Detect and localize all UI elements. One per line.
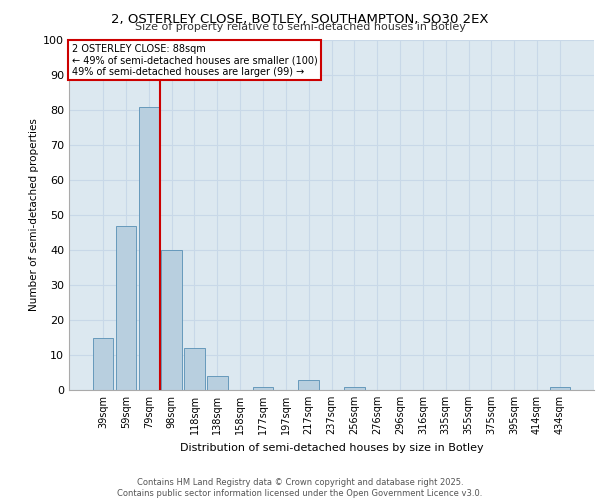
Bar <box>161 250 182 390</box>
Bar <box>116 226 136 390</box>
Text: Contains HM Land Registry data © Crown copyright and database right 2025.
Contai: Contains HM Land Registry data © Crown c… <box>118 478 482 498</box>
Text: 2 OSTERLEY CLOSE: 88sqm
← 49% of semi-detached houses are smaller (100)
49% of s: 2 OSTERLEY CLOSE: 88sqm ← 49% of semi-de… <box>71 44 317 76</box>
Bar <box>93 338 113 390</box>
Text: 2, OSTERLEY CLOSE, BOTLEY, SOUTHAMPTON, SO30 2EX: 2, OSTERLEY CLOSE, BOTLEY, SOUTHAMPTON, … <box>111 12 489 26</box>
Bar <box>550 386 570 390</box>
Bar <box>207 376 227 390</box>
Bar <box>344 386 365 390</box>
X-axis label: Distribution of semi-detached houses by size in Botley: Distribution of semi-detached houses by … <box>179 442 484 452</box>
Text: Size of property relative to semi-detached houses in Botley: Size of property relative to semi-detach… <box>134 22 466 32</box>
Y-axis label: Number of semi-detached properties: Number of semi-detached properties <box>29 118 39 312</box>
Bar <box>184 348 205 390</box>
Bar <box>253 386 273 390</box>
Bar <box>298 380 319 390</box>
Bar <box>139 106 159 390</box>
